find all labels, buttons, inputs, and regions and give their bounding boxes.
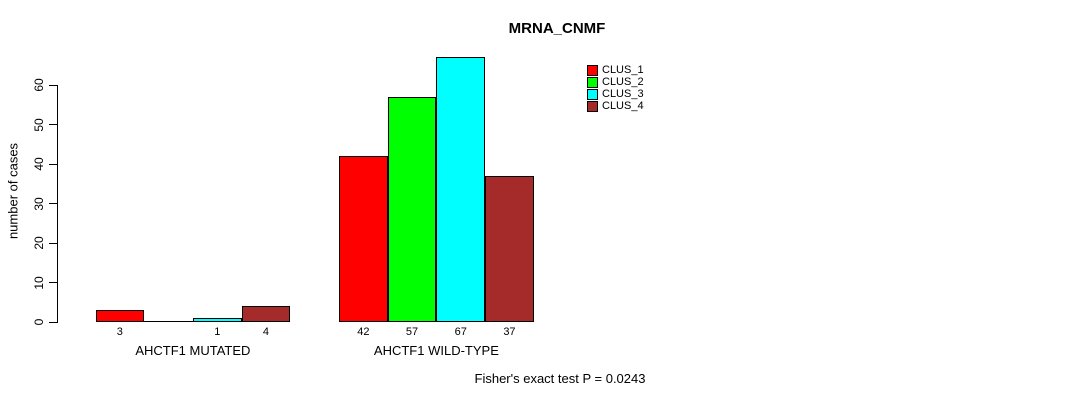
y-tick: [49, 242, 57, 244]
chart-title: MRNA_CNMF: [508, 20, 606, 37]
legend-row: CLUS_3: [587, 88, 644, 100]
bar-value-label: 42: [357, 326, 370, 338]
legend-row: CLUS_2: [587, 76, 644, 88]
bar-zero-line: [144, 321, 193, 322]
legend-swatch: [587, 64, 598, 76]
x-group-label: AHCTF1 WILD-TYPE: [373, 343, 499, 358]
bar: [241, 306, 291, 322]
y-tick: [49, 163, 57, 165]
bar: [95, 310, 145, 322]
x-group-label: AHCTF1 MUTATED: [135, 343, 251, 358]
y-tick-label: 40: [32, 157, 46, 171]
legend-swatch: [587, 100, 598, 112]
y-tick: [49, 124, 57, 125]
bar-value-label: 57: [405, 326, 419, 338]
bar-value-label: 37: [503, 326, 516, 338]
bar-value-label: 1: [214, 326, 221, 338]
y-tick-label: 30: [32, 196, 46, 211]
legend-label: CLUS_3: [602, 88, 644, 100]
bar-value-label: 67: [454, 326, 467, 338]
bar: [339, 156, 388, 322]
y-tick-label: 0: [32, 318, 46, 326]
y-tick-label: 50: [32, 117, 46, 132]
bar-value-label: 4: [262, 326, 269, 338]
y-tick: [49, 321, 57, 323]
legend-label: CLUS_2: [602, 76, 644, 88]
caption-fisher-test: Fisher's exact test P = 0.0243: [474, 371, 646, 386]
legend-row: CLUS_4: [587, 100, 644, 112]
y-tick-label: 20: [32, 236, 46, 250]
y-tick: [49, 84, 57, 86]
y-axis-line: [57, 85, 58, 323]
bar: [436, 57, 486, 322]
legend-label: CLUS_1: [602, 64, 644, 76]
y-tick-label: 60: [32, 78, 46, 92]
y-axis-label: number of cases: [5, 142, 21, 240]
bar: [387, 96, 437, 322]
legend-label: CLUS_4: [602, 100, 644, 112]
bar: [485, 175, 534, 322]
y-tick: [49, 282, 57, 283]
bar: [192, 318, 242, 322]
legend-swatch: [587, 88, 598, 100]
legend-swatch: [587, 76, 598, 88]
legend: CLUS_1 CLUS_2 CLUS_3 CLUS_4: [587, 64, 644, 112]
legend-row: CLUS_1: [587, 64, 644, 76]
y-tick-label: 10: [32, 275, 46, 290]
bar-value-label: 3: [116, 326, 123, 338]
y-tick: [49, 203, 57, 204]
